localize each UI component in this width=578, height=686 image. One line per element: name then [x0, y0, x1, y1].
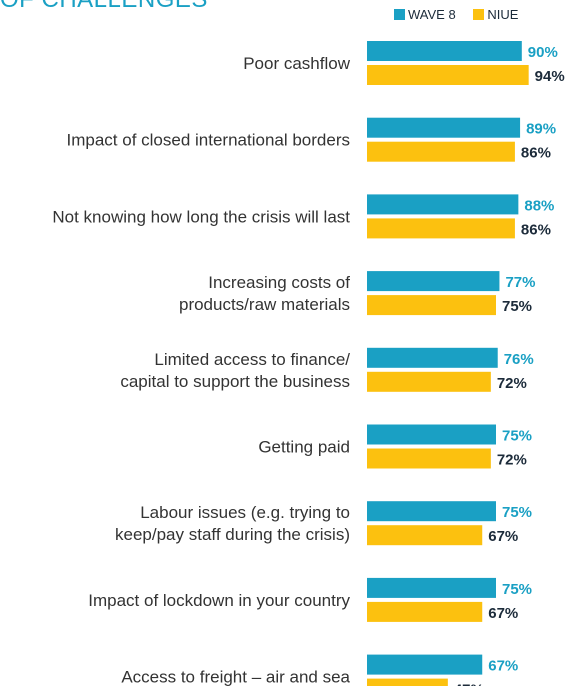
- legend: WAVE 8 NIUE: [394, 7, 532, 22]
- value-label-wave8: 89%: [526, 121, 556, 138]
- value-label-wave8: 76%: [504, 351, 534, 368]
- legend-item-wave8: WAVE 8: [394, 7, 456, 22]
- bar-wave8: [367, 654, 483, 675]
- value-label-niue: 72%: [497, 452, 527, 469]
- category-label: Labour issues (e.g. trying to keep/pay st…: [115, 503, 350, 544]
- category-label-line: products/raw materials: [179, 295, 350, 314]
- bar-niue: [367, 141, 515, 162]
- value-label-niue: 75%: [502, 298, 532, 315]
- category-label-line: Getting paid: [258, 438, 350, 457]
- bar-wave8: [367, 194, 519, 215]
- bar-niue: [367, 295, 496, 316]
- value-label-wave8: 67%: [488, 658, 518, 675]
- bar-niue: [367, 678, 448, 686]
- value-label-wave8: 90%: [528, 44, 558, 61]
- bar-wave8: [367, 117, 521, 138]
- category-label-line: Access to freight – air and sea: [121, 668, 350, 686]
- bar-wave8: [367, 347, 498, 368]
- category-label-line: keep/pay staff during the crisis): [115, 525, 350, 544]
- category-label-line: Impact of lockdown in your country: [88, 591, 350, 610]
- value-label-wave8: 75%: [502, 428, 532, 445]
- bar-wave8: [367, 424, 496, 445]
- chart-title: OF CHALLENGES: [0, 0, 208, 14]
- category-label: Getting paid: [258, 438, 350, 457]
- category-label: Impact of lockdown in your country: [88, 591, 350, 610]
- category-label-line: Not knowing how long the crisis will las…: [52, 207, 350, 226]
- bar-niue: [367, 218, 515, 239]
- category-label: Impact of closed international borders: [67, 131, 351, 150]
- value-label-wave8: 75%: [502, 581, 532, 598]
- value-label-niue: 67%: [488, 528, 518, 545]
- category-label-line: Impact of closed international borders: [67, 131, 351, 150]
- legend-swatch-niue: [473, 9, 485, 20]
- bar-niue: [367, 371, 491, 392]
- category-label: Poor cashflow: [243, 54, 350, 73]
- bar-wave8: [367, 577, 496, 598]
- value-label-niue: 94%: [535, 68, 565, 85]
- value-label-wave8: 75%: [502, 504, 532, 521]
- legend-label-niue: NIUE: [487, 7, 519, 22]
- bar-niue: [367, 65, 529, 85]
- category-label: Access to freight – air and sea: [121, 668, 350, 686]
- category-label-line: Increasing costs of: [208, 273, 350, 292]
- category-label-line: capital to support the business: [120, 372, 350, 391]
- legend-swatch-wave8: [394, 9, 405, 20]
- value-label-wave8: 88%: [524, 197, 554, 214]
- legend-item-niue: NIUE: [473, 7, 518, 22]
- bar-wave8: [367, 41, 522, 61]
- legend-label-wave8: WAVE 8: [408, 7, 456, 22]
- bar-wave8: [367, 271, 500, 292]
- bar-niue: [367, 448, 491, 469]
- category-label: Not knowing how long the crisis will las…: [52, 207, 350, 226]
- value-label-wave8: 77%: [505, 274, 535, 291]
- category-label: Increasing costs of products/raw material…: [179, 273, 350, 314]
- value-label-niue: 72%: [497, 375, 527, 392]
- bar-niue: [367, 525, 483, 546]
- category-label-line: Limited access to finance/: [154, 350, 350, 369]
- category-label-line: Labour issues (e.g. trying to: [140, 503, 350, 522]
- bar-niue: [367, 601, 483, 622]
- value-label-niue: 86%: [521, 221, 551, 238]
- value-label-niue: 67%: [488, 605, 518, 622]
- bar-wave8: [367, 501, 496, 522]
- value-label-niue: 47%: [454, 682, 484, 686]
- category-label-line: Poor cashflow: [243, 54, 350, 73]
- category-label: Limited access to finance/capital to sup…: [120, 350, 350, 391]
- value-label-niue: 86%: [521, 145, 551, 162]
